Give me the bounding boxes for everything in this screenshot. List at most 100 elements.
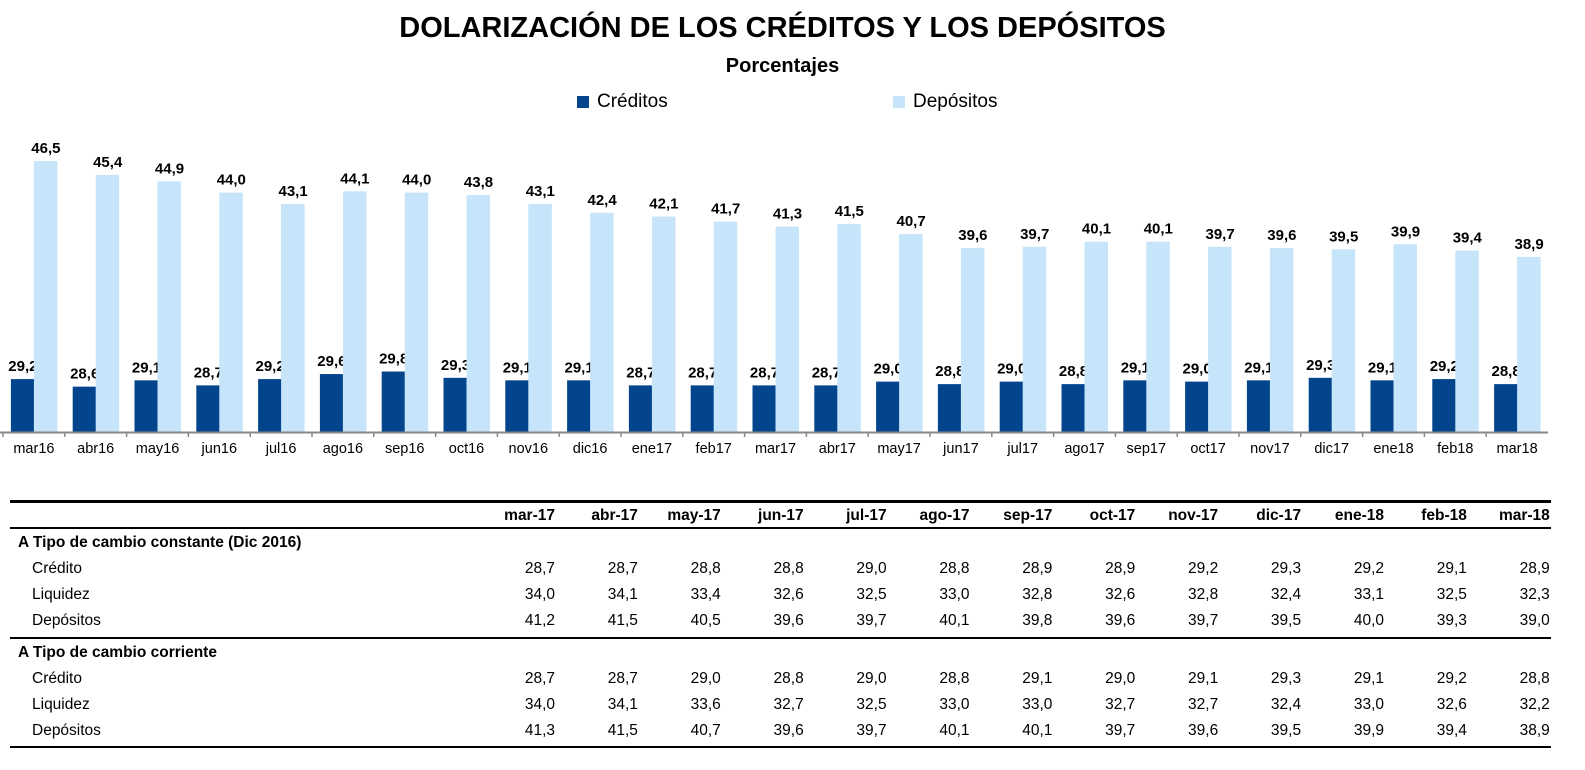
table-cell: 41,2 [524, 612, 555, 629]
table-cell: 39,7 [856, 612, 887, 629]
bar-depositos [466, 195, 490, 432]
table-cell: 33,4 [690, 586, 721, 603]
table-cell: 39,7 [1105, 722, 1136, 739]
table-cell: 34,1 [607, 696, 638, 713]
bar-creditos [134, 380, 158, 432]
row-label: Depósitos [32, 722, 101, 739]
column-header: jul-17 [846, 507, 887, 524]
header-rule [10, 527, 1551, 529]
data-label-depositos: 39,4 [1453, 230, 1483, 247]
table-cell: 33,0 [1022, 696, 1053, 713]
x-tick-label: oct17 [1190, 441, 1225, 457]
data-label-depositos: 44,0 [402, 172, 431, 189]
table-cell: 29,0 [1105, 670, 1136, 687]
table-cell: 32,2 [1519, 696, 1550, 713]
bar-depositos [342, 191, 367, 432]
data-label-depositos: 42,4 [587, 192, 617, 209]
legend-swatch-depositos [893, 96, 905, 108]
table-cell: 29,3 [1270, 670, 1302, 687]
table-cell: 32,4 [1270, 696, 1302, 713]
x-tick-label: ago17 [1064, 441, 1104, 457]
data-label-creditos: 28,8 [1491, 363, 1520, 380]
table-cell: 32,3 [1519, 586, 1550, 603]
table-cell: 39,3 [1436, 612, 1467, 629]
table-cell: 39,4 [1436, 722, 1467, 739]
x-tick-label: jun16 [201, 441, 237, 457]
data-label-depositos: 39,9 [1391, 223, 1420, 240]
x-tick-label: mar18 [1497, 441, 1538, 457]
data-label-creditos: 29,2 [8, 358, 37, 375]
bar-creditos [1246, 380, 1271, 432]
data-label-creditos: 28,8 [935, 363, 964, 380]
data-label-depositos: 44,1 [340, 170, 369, 187]
table-cell: 34,0 [524, 586, 555, 603]
group-header-row: A Tipo de cambio constante (Dic 2016) [10, 531, 1551, 555]
bar-depositos [281, 203, 305, 432]
table-row: Crédito 28,7 28,7 29,0 28,8 29,0 28,8 29,1 29,0 2… [10, 667, 1551, 691]
data-label-creditos: 29,1 [1244, 359, 1273, 376]
data-label-creditos: 28,7 [626, 364, 655, 381]
table-cell: 29,1 [1022, 670, 1053, 687]
table-cell: 40,1 [1022, 722, 1053, 739]
table-cell: 38,9 [1519, 722, 1550, 739]
bar-creditos [752, 385, 776, 432]
table-cell: 39,6 [773, 612, 804, 629]
table-cell: 39,6 [1105, 612, 1136, 629]
bar-creditos [72, 386, 97, 432]
data-label-creditos: 29,6 [317, 353, 346, 370]
bar-creditos [1061, 384, 1085, 432]
table-row: Depósitos 41,2 41,5 40,5 39,6 39,7 40,1 39,8 39,… [10, 609, 1551, 633]
bar-chart: 29,2 46,5 mar16 28,6 45,4 abr16 29,1 44,9 may16 2… [0, 140, 1548, 457]
bar-depositos [1393, 244, 1417, 432]
table-cell: 32,5 [1436, 586, 1467, 603]
bar-depositos [157, 181, 181, 432]
table-cell: 29,2 [1188, 560, 1219, 577]
bar-depositos [960, 248, 985, 432]
table-cell: 40,1 [939, 612, 970, 629]
bar-creditos [1370, 380, 1394, 432]
bar-creditos [999, 381, 1024, 432]
group-title: A Tipo de cambio corriente [18, 644, 217, 661]
column-header: jun-17 [758, 507, 804, 524]
row-label: Depósitos [32, 612, 101, 629]
data-label-creditos: 29,2 [255, 358, 284, 375]
x-tick-label: abr16 [77, 441, 114, 457]
table-row: Liquidez 34,0 34,1 33,6 32,7 32,5 33,0 33,0 32,7… [10, 693, 1551, 717]
table-cell: 29,1 [1353, 670, 1384, 687]
table-cell: 32,7 [1188, 696, 1219, 713]
data-label-creditos: 29,8 [379, 351, 408, 368]
bar-depositos [33, 161, 58, 432]
data-label-depositos: 41,7 [711, 201, 740, 218]
table-cell: 29,0 [690, 670, 721, 687]
bar-creditos [1432, 379, 1456, 432]
data-label-depositos: 39,7 [1205, 226, 1234, 243]
bar-depositos [713, 221, 738, 432]
table-cell: 33,1 [1353, 586, 1384, 603]
column-header: may-17 [667, 507, 721, 524]
data-label-creditos: 29,1 [132, 359, 161, 376]
bar-depositos [1084, 241, 1108, 432]
data-label-creditos: 29,1 [503, 359, 532, 376]
x-tick-label: ago16 [323, 441, 363, 457]
bar-depositos [1146, 241, 1170, 432]
bar-depositos [590, 212, 614, 432]
data-label-depositos: 44,0 [217, 172, 246, 189]
column-header: oct-17 [1089, 507, 1136, 524]
table-cell: 41,5 [607, 722, 638, 739]
data-label-creditos: 28,7 [688, 364, 717, 381]
table-cell: 28,9 [1022, 560, 1053, 577]
column-header: nov-17 [1168, 507, 1219, 524]
column-header: ene-18 [1334, 507, 1384, 524]
bar-depositos [1022, 246, 1047, 432]
data-label-depositos: 40,1 [1082, 221, 1111, 238]
table-cell: 32,6 [1436, 696, 1467, 713]
bar-creditos [10, 379, 35, 432]
data-label-depositos: 43,1 [526, 183, 555, 200]
data-label-creditos: 29,3 [1306, 357, 1335, 374]
data-label-depositos: 39,7 [1020, 226, 1049, 243]
legend-label-creditos: Créditos [597, 91, 668, 112]
x-tick-label: nov16 [509, 441, 549, 457]
bar-creditos [567, 380, 591, 432]
table-cell: 28,9 [1105, 560, 1136, 577]
x-tick-label: mar17 [755, 441, 796, 457]
